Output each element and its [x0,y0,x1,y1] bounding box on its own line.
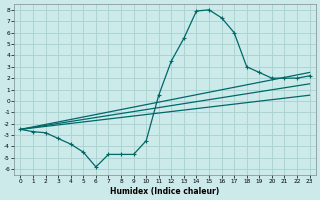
X-axis label: Humidex (Indice chaleur): Humidex (Indice chaleur) [110,187,220,196]
